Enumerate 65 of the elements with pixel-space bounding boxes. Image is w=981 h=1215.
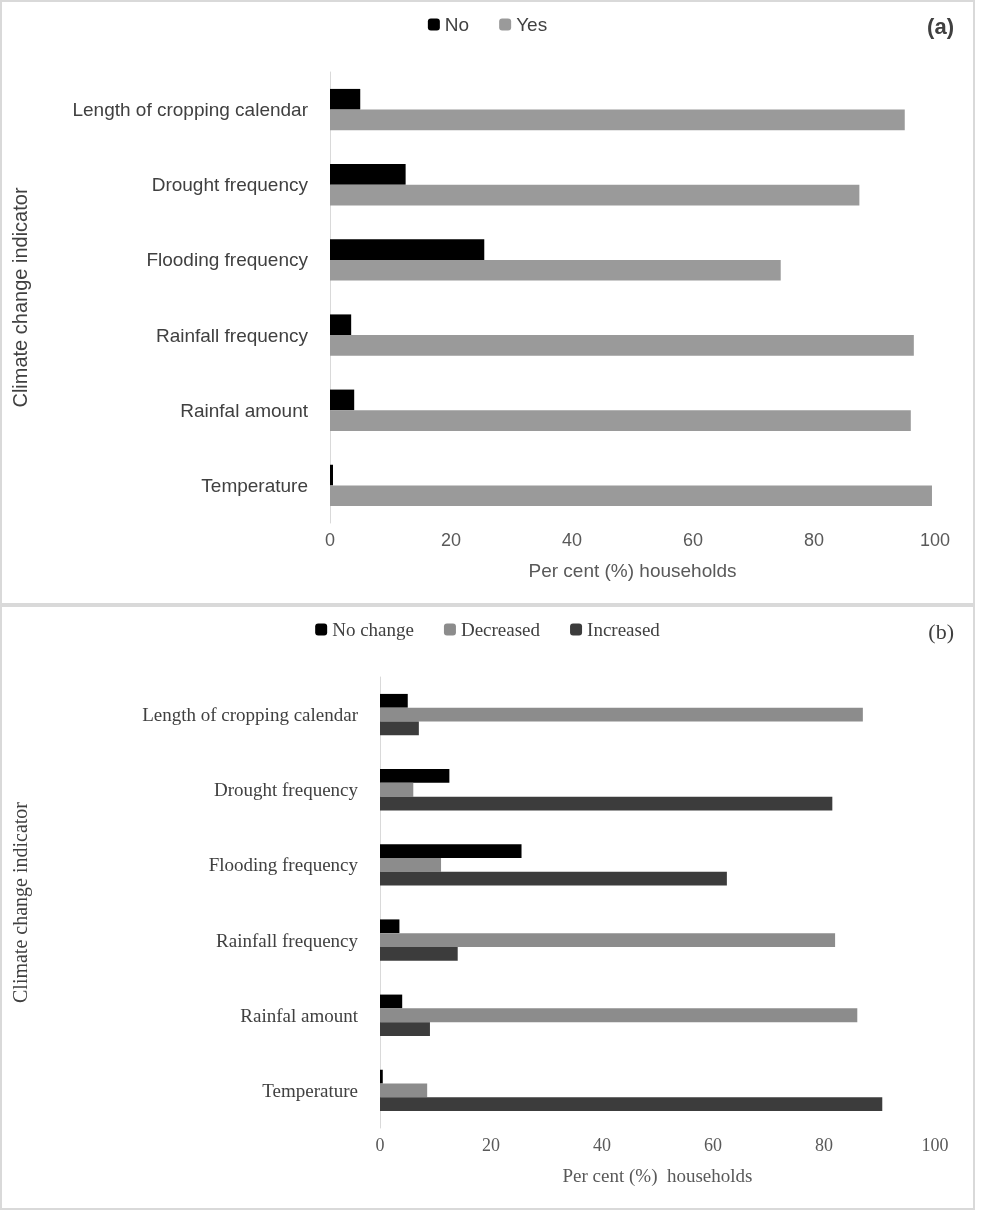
x-tick-label: 0 [324, 530, 336, 550]
legend-label: No [444, 14, 470, 35]
x-tick-label: 40 [561, 530, 583, 550]
bar [380, 769, 450, 783]
legend-label: No change [332, 619, 414, 640]
y-tick-label: Rainfal amount [180, 399, 309, 421]
bar [380, 933, 836, 947]
x-tick-label: 60 [704, 1135, 722, 1155]
legend-label: Decreased [460, 619, 541, 640]
y-tick-label: Rainfall frequency [216, 929, 359, 951]
bar [380, 871, 727, 886]
bar [330, 259, 781, 281]
bar [330, 164, 406, 185]
bar [330, 410, 911, 431]
legend-label: Yes [516, 14, 548, 35]
bar [380, 707, 863, 722]
bar [330, 184, 860, 206]
bar [380, 1069, 383, 1084]
bar [380, 782, 414, 797]
x-tick-label: 80 [815, 1135, 833, 1155]
y-tick-label: Drought frequency [213, 779, 359, 801]
bar [380, 1083, 428, 1098]
bar [330, 464, 334, 486]
chart-title: (b) [928, 618, 954, 644]
bar [380, 994, 403, 1009]
bar [330, 239, 485, 260]
bar [380, 796, 833, 811]
x-tick-label: 100 [919, 530, 951, 550]
bar [330, 314, 352, 336]
y-axis-title: Climate change indicator [9, 801, 32, 1004]
x-tick-label: 20 [482, 1135, 500, 1155]
y-tick-label: Drought frequency [151, 174, 309, 196]
x-tick-label: 40 [593, 1135, 611, 1155]
x-tick-label: 0 [375, 1135, 385, 1155]
bar [380, 1022, 430, 1036]
y-tick-label: Length of cropping calendar [142, 704, 359, 726]
x-tick-label: 100 [921, 1135, 949, 1155]
legend-label: Increased [587, 619, 661, 640]
y-tick-label: Flooding frequency [146, 249, 309, 271]
chart-title: (a) [927, 13, 954, 39]
bar [380, 1008, 858, 1023]
y-tick-label: Rainfal amount [240, 1004, 359, 1026]
bar [380, 919, 400, 934]
bar [380, 946, 458, 961]
bar [380, 844, 522, 859]
bar [330, 109, 905, 131]
bar [380, 721, 419, 736]
x-tick-label: 20 [440, 530, 462, 550]
bar [330, 335, 914, 356]
x-tick-label: 60 [682, 530, 704, 550]
x-tick-label: 80 [803, 530, 825, 550]
bar [380, 1097, 883, 1112]
y-tick-label: Flooding frequency [208, 854, 359, 876]
y-axis-title: Climate change indicator [9, 187, 31, 408]
x-axis-title: Per cent (%) households [562, 1165, 753, 1187]
y-tick-label: Temperature [262, 1079, 358, 1101]
bar [330, 485, 932, 507]
bar [380, 693, 408, 708]
bar [380, 858, 442, 872]
bar [330, 389, 355, 411]
y-tick-label: Temperature [201, 474, 308, 496]
bar [330, 88, 361, 110]
x-axis-title: Per cent (%) households [528, 560, 737, 581]
y-tick-label: Length of cropping calendar [72, 99, 309, 121]
y-tick-label: Rainfall frequency [155, 324, 309, 346]
